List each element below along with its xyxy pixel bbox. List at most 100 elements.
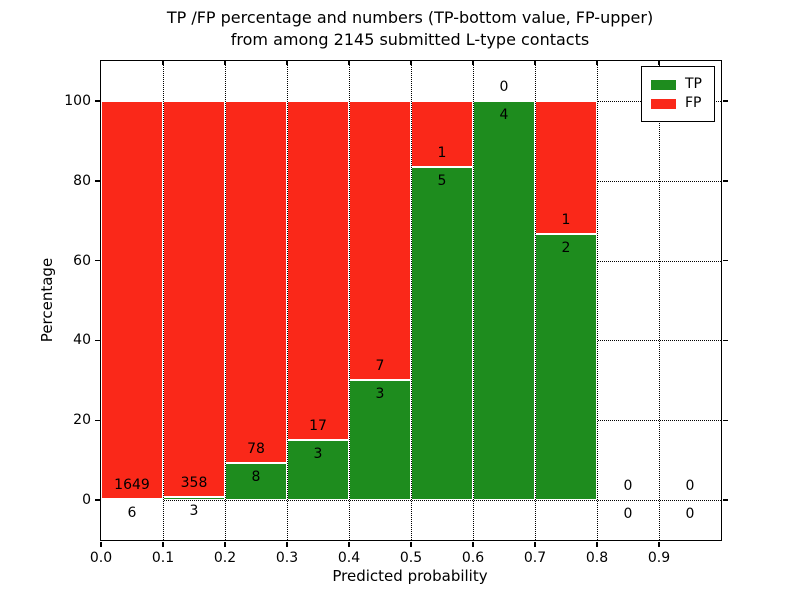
x-tick-top [162, 61, 164, 65]
x-tick-bottom [410, 541, 412, 547]
v-gridline [225, 61, 226, 540]
y-tick-left [94, 339, 100, 342]
fp-bar-segment [349, 100, 411, 381]
fp-count-label: 358 [180, 474, 208, 491]
x-tick-top [286, 61, 288, 65]
legend-item-fp: FP [651, 95, 702, 112]
x-tick-bottom [472, 541, 474, 547]
y-tick-left [94, 419, 100, 421]
fp-legend-label: FP [685, 95, 702, 111]
y-tick-right [722, 499, 728, 501]
x-tick-label: 0.4 [337, 550, 361, 566]
x-tick-label: 0.5 [399, 550, 423, 566]
x-tick-label: 0.7 [523, 550, 547, 566]
x-tick-label: 0.6 [461, 550, 485, 566]
v-gridline [349, 61, 350, 540]
fp-bar-segment [411, 100, 473, 168]
tp-bar-segment [473, 100, 535, 501]
y-tick-right [722, 339, 728, 342]
x-tick-bottom [224, 541, 226, 547]
tp-legend-swatch-icon [651, 79, 676, 90]
tp-bar-segment [349, 380, 411, 501]
y-tick-right [722, 100, 728, 102]
x-tick-bottom [658, 541, 660, 547]
chart-title-line2: from among 2145 submitted L-type contact… [230, 30, 590, 49]
fp-bar-segment [287, 100, 349, 441]
x-tick-label: 0.2 [213, 550, 237, 566]
v-gridline [535, 61, 536, 540]
y-tick-label: 0 [82, 492, 91, 509]
tp-bar-segment [225, 462, 287, 501]
fp-count-label: 0 [499, 78, 509, 95]
legend: TP FP [641, 66, 715, 122]
fp-count-label: 1 [561, 211, 571, 228]
v-gridline [597, 61, 598, 540]
tp-count-label: 6 [127, 504, 137, 521]
y-tick-label: 100 [64, 92, 91, 109]
legend-item-tp: TP [651, 76, 702, 93]
fp-bar-segment [163, 100, 225, 497]
x-tick-top [224, 61, 226, 65]
x-tick-label: 0.3 [275, 550, 299, 566]
fp-count-label: 0 [623, 478, 633, 495]
fp-bar-segment [225, 100, 287, 463]
tp-count-label: 0 [685, 506, 695, 523]
x-tick-top [658, 61, 660, 65]
fp-legend-swatch-icon [651, 98, 676, 109]
y-tick-left [94, 100, 100, 102]
x-tick-top [348, 61, 350, 65]
fp-count-label: 7 [375, 358, 385, 375]
plot-area: TP FP 0 20 40 60 80 100 0.0 0.1 0.2 0.3 0.4 0.5 0.6 0… [64, 60, 728, 566]
y-tick-right [722, 259, 728, 262]
x-axis-label: Predicted probability [332, 567, 488, 585]
x-tick-bottom [534, 541, 536, 547]
y-tick-label: 20 [73, 412, 91, 429]
y-tick-label: 60 [73, 252, 91, 269]
x-tick-label: 0.1 [151, 550, 175, 566]
x-tick-top [534, 61, 536, 65]
y-tick-left [94, 499, 100, 501]
x-tick-bottom [286, 541, 288, 547]
tp-bar-segment [411, 167, 473, 501]
y-tick-left [94, 180, 100, 182]
x-tick-bottom [162, 541, 164, 547]
fp-count-label: 0 [685, 478, 695, 495]
x-tick-label: 0.9 [647, 550, 671, 566]
x-tick-top [410, 61, 412, 65]
chart-title-line1: TP /FP percentage and numbers (TP-bottom… [166, 8, 654, 27]
tp-bar-segment [287, 440, 349, 501]
tp-count-label: 3 [189, 502, 199, 519]
tp-count-label: 4 [499, 106, 509, 123]
v-gridline [473, 61, 474, 540]
tp-count-label: 8 [251, 468, 261, 485]
fp-bar-segment [535, 100, 597, 234]
tp-legend-label: TP [685, 76, 702, 92]
y-tick-left [94, 259, 100, 262]
fp-count-label: 78 [247, 440, 265, 457]
x-tick-bottom [100, 541, 102, 547]
y-tick-right [722, 419, 728, 421]
y-axis-label: Percentage [38, 257, 56, 343]
y-tick-right [722, 180, 728, 182]
chart-title: TP /FP percentage and numbers (TP-bottom… [100, 7, 720, 51]
tp-count-label: 0 [623, 506, 633, 523]
tp-count-label: 5 [437, 173, 447, 190]
tp-bar-segment [535, 233, 597, 501]
tp-count-label: 3 [313, 446, 323, 463]
y-tick-label: 40 [73, 332, 91, 349]
x-tick-bottom [348, 541, 350, 547]
v-gridline [163, 61, 164, 540]
fp-count-label: 1 [437, 145, 447, 162]
tp-count-label: 3 [375, 386, 385, 403]
x-tick-top [596, 61, 598, 65]
tp-bar-segment [101, 498, 163, 501]
y-tick-label: 80 [73, 172, 91, 189]
fp-count-label: 1649 [114, 476, 150, 493]
tp-count-label: 2 [561, 239, 571, 256]
x-tick-label: 0.0 [89, 550, 113, 566]
v-gridline [659, 61, 660, 540]
x-tick-label: 0.8 [585, 550, 609, 566]
v-gridline [287, 61, 288, 540]
v-gridline [411, 61, 412, 540]
